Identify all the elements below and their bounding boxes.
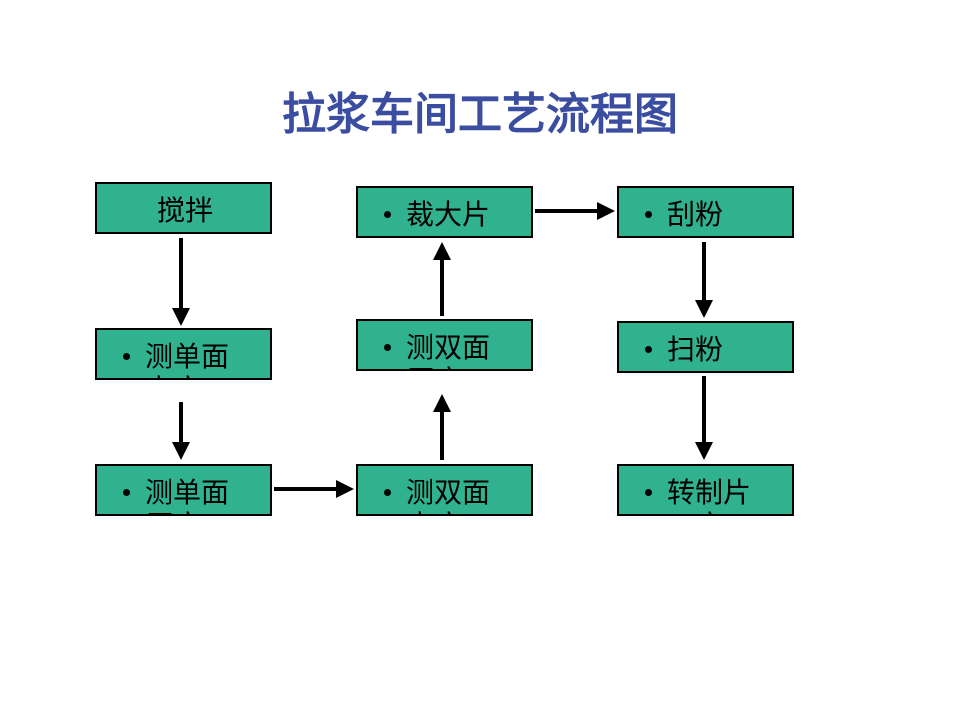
bullet-icon xyxy=(384,211,391,218)
node-stir: 搅拌 xyxy=(95,182,272,234)
arrow-line xyxy=(440,260,444,316)
arrow-head-icon xyxy=(695,442,713,460)
arrow-head-icon xyxy=(433,394,451,412)
node-one-thick: 测单面 厚度 xyxy=(95,464,272,516)
arrow-line xyxy=(702,376,706,442)
node-label: 扫粉 xyxy=(667,334,723,367)
node-label: 测双面 密度 xyxy=(406,477,490,516)
node-label: 测单面 密度 xyxy=(145,341,229,380)
arrow-head-icon xyxy=(597,202,615,220)
bullet-icon xyxy=(384,344,391,351)
node-label: 转制片 工序 xyxy=(667,477,751,516)
node-label: 测双面 厚度 xyxy=(406,332,490,371)
node-label: 搅拌 xyxy=(157,195,213,228)
arrow-head-icon xyxy=(433,242,451,260)
node-cut: 裁大片 xyxy=(356,186,533,238)
node-label: 测单面 厚度 xyxy=(145,477,229,516)
bullet-icon xyxy=(123,489,130,496)
bullet-icon xyxy=(645,211,652,218)
flowchart-canvas: { "title": { "text": "拉浆车间工艺流程图", "color… xyxy=(0,0,960,720)
node-label: 裁大片 xyxy=(406,199,490,232)
bullet-icon xyxy=(123,353,130,360)
bullet-icon xyxy=(384,489,391,496)
arrow-line xyxy=(702,242,706,300)
node-label: 刮粉 xyxy=(667,199,723,232)
arrow-head-icon xyxy=(695,300,713,318)
node-transfer: 转制片 工序 xyxy=(617,464,794,516)
bullet-icon xyxy=(645,489,652,496)
arrow-line xyxy=(535,209,597,213)
arrow-head-icon xyxy=(336,480,354,498)
page-title: 拉浆车间工艺流程图 xyxy=(0,78,960,142)
arrow-head-icon xyxy=(172,308,190,326)
arrow-head-icon xyxy=(172,442,190,460)
arrow-line xyxy=(440,412,444,460)
node-scrape: 刮粉 xyxy=(617,186,794,238)
arrow-line xyxy=(274,487,336,491)
node-one-density: 测单面 密度 xyxy=(95,328,272,380)
arrow-line xyxy=(179,402,183,442)
node-sweep: 扫粉 xyxy=(617,321,794,373)
node-two-density: 测双面 密度 xyxy=(356,464,533,516)
bullet-icon xyxy=(645,346,652,353)
arrow-line xyxy=(179,238,183,308)
node-two-thick: 测双面 厚度 xyxy=(356,319,533,371)
